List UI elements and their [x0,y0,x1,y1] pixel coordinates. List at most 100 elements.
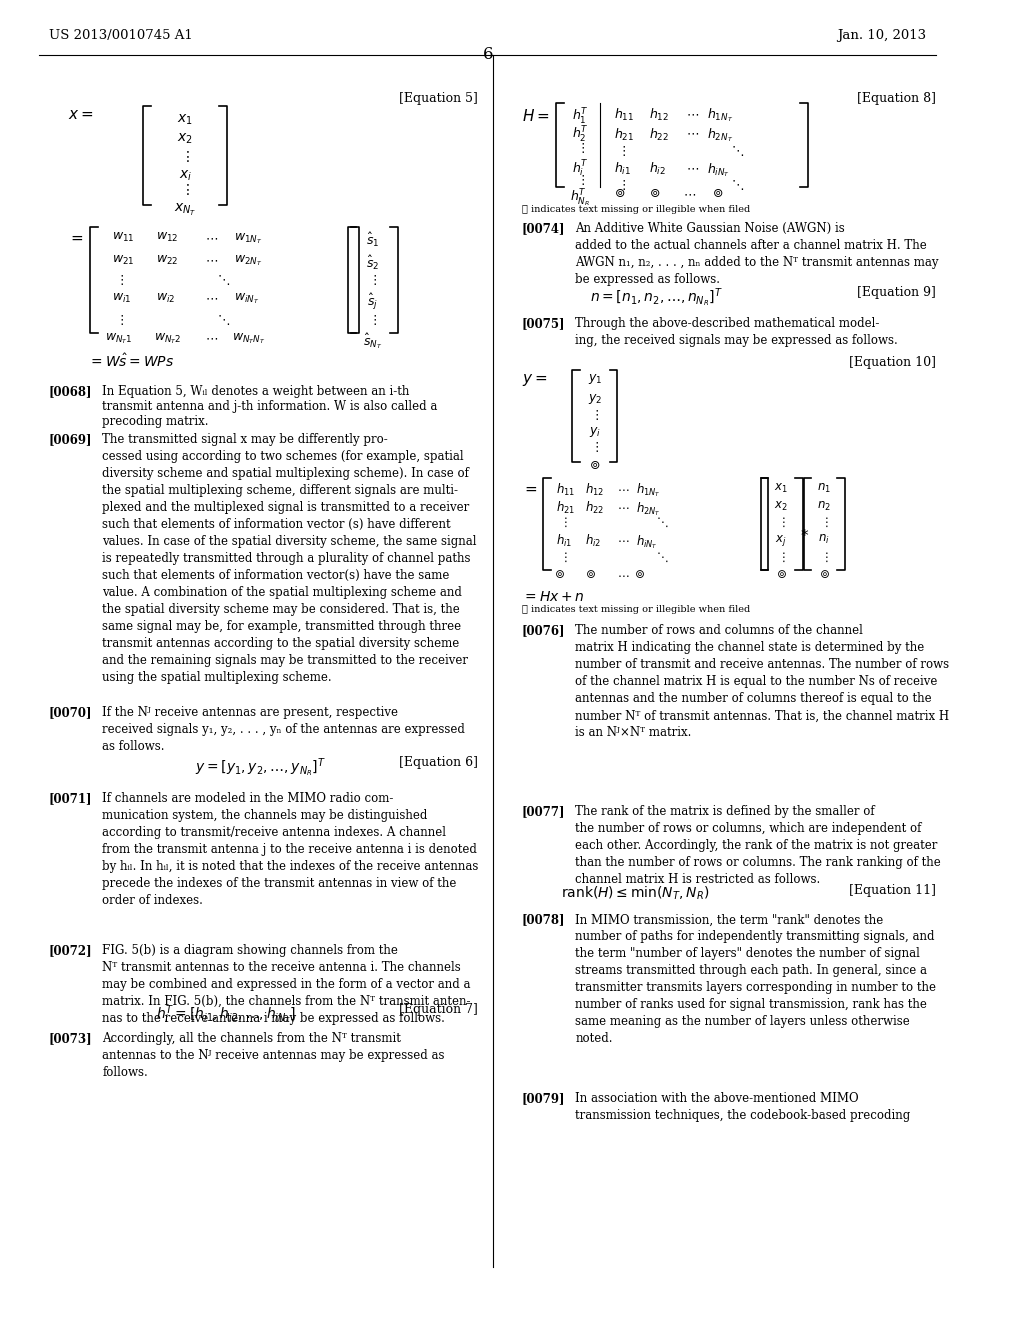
Text: $w_{N_T2}$: $w_{N_T2}$ [154,331,181,346]
Text: $h_{i1}$: $h_{i1}$ [614,161,632,177]
Text: [0072]: [0072] [49,944,92,957]
Text: [0074]: [0074] [522,222,565,235]
Text: $\hat{s}_{N_T}$: $\hat{s}_{N_T}$ [362,331,382,351]
Text: $h_{1N_T}$: $h_{1N_T}$ [707,107,733,124]
Text: $= W\hat{s} = WPs$: $= W\hat{s} = WPs$ [88,352,174,370]
Text: $\vdots$: $\vdots$ [180,182,190,197]
Text: $h_{11}$: $h_{11}$ [614,107,635,123]
Text: $h_{iN_T}$: $h_{iN_T}$ [636,533,657,550]
Text: $\cdots$: $\cdots$ [686,127,698,140]
Text: $w_{iN_T}$: $w_{iN_T}$ [234,292,259,306]
Text: $h_{21}$: $h_{21}$ [556,500,575,516]
Text: $w_{N_T1}$: $w_{N_T1}$ [105,331,133,346]
Text: [0075]: [0075] [522,317,565,330]
Text: $w_{12}$: $w_{12}$ [156,231,178,244]
Text: The rank of the matrix is defined by the smaller of
the number of rows or column: The rank of the matrix is defined by the… [575,805,941,886]
Text: $h_{12}$: $h_{12}$ [648,107,669,123]
Text: [0071]: [0071] [49,792,92,805]
Text: $\cdots$: $\cdots$ [617,533,630,546]
Text: $=$: $=$ [69,231,84,246]
Text: $\mathrm{rank}(H)\leq\min(N_T, N_R)$: $\mathrm{rank}(H)\leq\min(N_T, N_R)$ [561,884,710,902]
Text: $\circledcirc$: $\circledcirc$ [648,187,659,201]
Text: $\vdots$: $\vdots$ [820,550,828,564]
Text: [0068]: [0068] [49,385,92,399]
Text: $w_{21}$: $w_{21}$ [113,253,135,267]
Text: $\ddots$: $\ddots$ [216,313,229,327]
Text: $\circledcirc$: $\circledcirc$ [554,568,565,581]
Text: $\ddots$: $\ddots$ [656,550,669,564]
Text: $h_{11}$: $h_{11}$ [556,482,575,498]
Text: $h_{i2}$: $h_{i2}$ [648,161,666,177]
Text: $x_1$: $x_1$ [177,112,194,127]
Text: $y_2$: $y_2$ [588,392,602,407]
Text: $h_i^T$: $h_i^T$ [571,158,589,178]
Text: In MIMO transmission, the term "rank" denotes the
number of paths for independen: In MIMO transmission, the term "rank" de… [575,913,936,1045]
Text: $h_{2N_T}$: $h_{2N_T}$ [636,500,660,517]
Text: $\cdots$: $\cdots$ [617,568,630,581]
Text: $x_j$: $x_j$ [775,533,787,548]
Text: $n_i$: $n_i$ [818,533,829,546]
Text: $\vdots$: $\vdots$ [777,550,785,564]
Text: $\circledcirc$: $\circledcirc$ [818,568,829,581]
Text: $\vdots$: $\vdots$ [575,173,585,187]
Text: $\ddots$: $\ddots$ [731,178,744,193]
Text: $\vdots$: $\vdots$ [115,273,124,288]
Text: $w_{i1}$: $w_{i1}$ [113,292,131,305]
Text: $\hat{s}_2$: $\hat{s}_2$ [366,253,379,272]
Text: US 2013/0010745 A1: US 2013/0010745 A1 [49,29,193,42]
Text: The number of rows and columns of the channel
matrix H indicating the channel st: The number of rows and columns of the ch… [575,624,949,739]
Text: $\vdots$: $\vdots$ [180,149,190,164]
Text: [0069]: [0069] [49,433,92,446]
Text: $h_1^T$: $h_1^T$ [571,107,589,127]
Text: $w_{22}$: $w_{22}$ [156,253,178,267]
Text: The transmitted signal x may be differently pro-
cessed using according to two s: The transmitted signal x may be differen… [102,433,477,684]
Text: $\cdots$: $\cdots$ [205,231,218,244]
Text: [0073]: [0073] [49,1032,92,1045]
Text: $x_{N_T}$: $x_{N_T}$ [174,202,197,218]
Text: $h_{1N_T}$: $h_{1N_T}$ [636,482,660,499]
Text: $h_{12}$: $h_{12}$ [585,482,604,498]
Text: $\circledcirc$: $\circledcirc$ [634,568,645,581]
Text: [0079]: [0079] [522,1092,565,1105]
Text: $\circledcirc$: $\circledcirc$ [614,187,626,201]
Text: ⓖ indicates text missing or illegible when filed: ⓖ indicates text missing or illegible wh… [522,205,750,214]
Text: [Equation 8]: [Equation 8] [857,92,936,106]
Text: $h_i^T=[h_{i1}, h_{i2}, \ldots, h_{iN_T}]$: $h_i^T=[h_{i1}, h_{i2}, \ldots, h_{iN_T}… [156,1003,296,1026]
Text: $n=[n_1, n_2, \ldots, n_{N_R}]^T$: $n=[n_1, n_2, \ldots, n_{N_R}]^T$ [590,286,723,309]
Text: $\cdots$: $\cdots$ [683,187,695,201]
Text: $n_1$: $n_1$ [817,482,831,495]
Text: $h_{22}$: $h_{22}$ [585,500,604,516]
Text: [Equation 10]: [Equation 10] [849,356,936,370]
Text: ⓖ indicates text missing or illegible when filed: ⓖ indicates text missing or illegible wh… [522,605,750,614]
Text: $= Hx + n$: $= Hx + n$ [522,590,585,605]
Text: [0076]: [0076] [522,624,565,638]
Text: 6: 6 [482,46,493,63]
Text: $\cdots$: $\cdots$ [205,292,218,305]
Text: $y_1$: $y_1$ [588,372,602,387]
Text: $\vdots$: $\vdots$ [575,141,585,156]
Text: $x_i$: $x_i$ [178,169,191,183]
Text: $\vdots$: $\vdots$ [591,440,599,454]
Text: $w_{2N_T}$: $w_{2N_T}$ [234,253,262,268]
Text: $\circledcirc$: $\circledcirc$ [712,187,723,201]
Text: $h_{21}$: $h_{21}$ [614,127,635,143]
Text: $\vdots$: $\vdots$ [559,550,567,564]
Text: [0070]: [0070] [49,706,92,719]
Text: $\vdots$: $\vdots$ [591,408,599,422]
Text: $=$: $=$ [522,482,538,496]
Text: [Equation 7]: [Equation 7] [399,1003,478,1016]
Text: $*$: $*$ [800,528,809,543]
Text: $y=[y_1, y_2, \ldots, y_{N_R}]^T$: $y=[y_1, y_2, \ldots, y_{N_R}]^T$ [195,756,326,779]
Text: $\cdots$: $\cdots$ [205,253,218,267]
Text: Accordingly, all the channels from the Nᵀ transmit
antennas to the Nᴶ receive an: Accordingly, all the channels from the N… [102,1032,444,1080]
Text: $\vdots$: $\vdots$ [617,178,627,193]
Text: $h_{iN_T}$: $h_{iN_T}$ [707,161,730,178]
Text: $\vdots$: $\vdots$ [777,516,785,529]
Text: If channels are modeled in the MIMO radio com-
munication system, the channels m: If channels are modeled in the MIMO radi… [102,792,479,907]
Text: $\vdots$: $\vdots$ [115,313,124,327]
Text: $h_{i2}$: $h_{i2}$ [585,533,601,549]
Text: $w_{11}$: $w_{11}$ [113,231,135,244]
Text: $x_2$: $x_2$ [774,500,788,513]
Text: $y=$: $y=$ [522,372,547,388]
Text: $w_{i2}$: $w_{i2}$ [156,292,175,305]
